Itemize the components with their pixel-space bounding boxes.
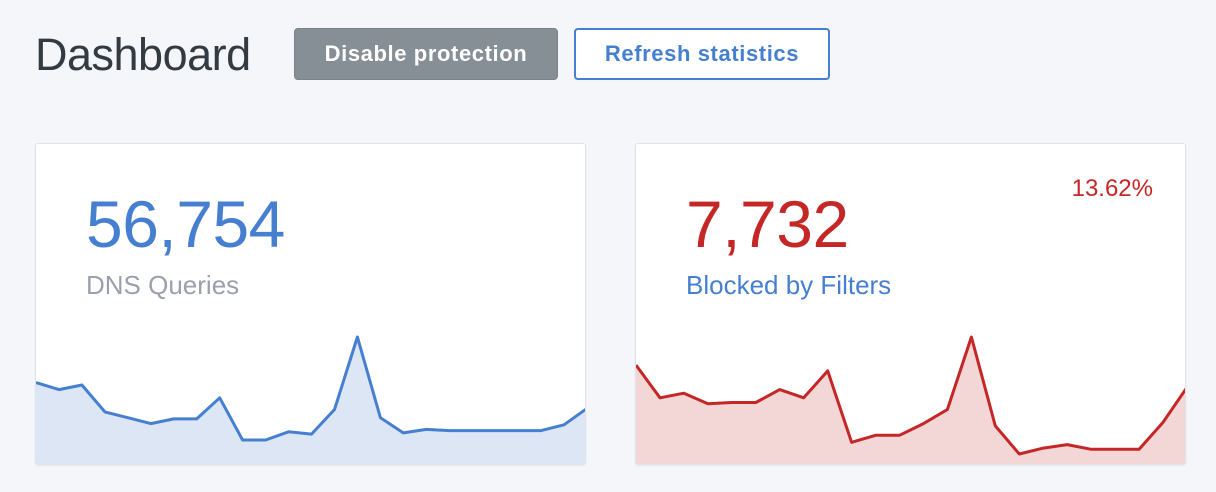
blocked-filters-value: 7,732 (686, 187, 849, 261)
blocked-filters-card: 7,732 Blocked by Filters 13.62% (635, 143, 1186, 465)
disable-protection-button[interactable]: Disable protection (294, 28, 558, 80)
dns-queries-sparkline (36, 335, 585, 464)
blocked-filters-area (636, 337, 1185, 464)
page-title: Dashboard (35, 29, 251, 80)
dns-queries-label: DNS Queries (86, 270, 240, 300)
dns-queries-card: 56,754 DNS Queries (35, 143, 586, 465)
dashboard-header: Dashboard Disable protection Refresh sta… (0, 0, 1216, 110)
dns-queries-value: 56,754 (86, 187, 285, 261)
blocked-filters-label: Blocked by Filters (686, 270, 892, 300)
blocked-filters-sparkline (636, 335, 1185, 464)
blocked-percent: 13.62% (1071, 175, 1153, 202)
blocked-filters-line (636, 335, 1185, 456)
refresh-statistics-button[interactable]: Refresh statistics (574, 28, 830, 80)
dns-queries-area (36, 337, 585, 464)
dns-queries-line (36, 335, 585, 442)
